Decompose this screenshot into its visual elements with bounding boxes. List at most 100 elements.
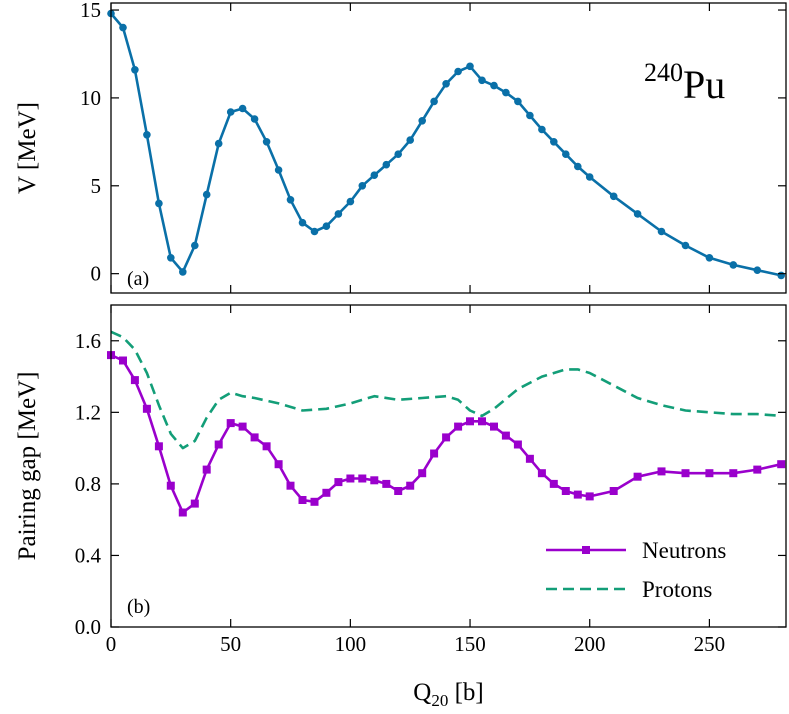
panel-b-y-tick-label: 0.8 <box>75 472 101 496</box>
x-axis-title-base: Q <box>413 679 431 706</box>
neutrons-point <box>238 422 247 431</box>
neutrons-point <box>286 481 295 490</box>
legend: Neutrons Protons <box>546 538 726 602</box>
potential-point <box>191 241 199 250</box>
panel-b-y-tick-label: 0.4 <box>75 543 102 567</box>
neutrons-point <box>513 440 522 449</box>
potential-point <box>430 97 438 106</box>
potential-point <box>562 150 570 158</box>
neutrons-point <box>501 431 510 440</box>
x-tick-label: 100 <box>335 632 367 656</box>
potential-series <box>107 9 785 280</box>
neutrons-point <box>202 465 211 474</box>
potential-point <box>119 23 127 32</box>
potential-point <box>143 131 151 139</box>
potential-point <box>585 173 594 181</box>
panel-b: 0 50 100 150 200 250 0.0 0.4 0.8 1.2 1.6 (b) Neutr… <box>14 304 787 710</box>
neutrons-point <box>454 422 463 431</box>
legend-protons-label: Protons <box>642 577 712 602</box>
neutrons-point <box>346 474 355 483</box>
potential-point <box>310 227 319 236</box>
neutrons-point <box>418 469 427 478</box>
potential-point <box>179 268 187 276</box>
neutrons-point <box>585 492 594 501</box>
panel-b-tag: (b) <box>127 596 150 618</box>
neutrons-point <box>442 433 451 442</box>
panel-a: 0 5 10 15 (a) 240Pu V [MeV] <box>14 0 787 294</box>
potential-point <box>705 253 714 262</box>
neutrons-point <box>561 487 570 495</box>
potential-point <box>574 162 582 171</box>
neutrons-point <box>753 465 762 474</box>
potential-point <box>394 150 403 158</box>
potential-point <box>334 210 343 218</box>
legend-neutrons-marker <box>582 546 590 554</box>
potential-point <box>238 104 247 113</box>
neutrons-point <box>262 442 271 451</box>
potential-point <box>274 166 283 174</box>
potential-point <box>155 199 163 208</box>
neutrons-point <box>130 376 139 385</box>
panel-a-frame <box>110 2 787 294</box>
neutrons-point <box>119 356 127 365</box>
x-axis-title-subscript: 20 <box>431 691 448 710</box>
nucleus-element: Pu <box>683 62 725 107</box>
neutrons-point <box>549 479 558 488</box>
x-axis-title-unit: [b] <box>448 679 483 706</box>
neutrons-point <box>777 460 786 469</box>
potential-point <box>214 139 223 148</box>
potential-point <box>478 76 486 85</box>
neutrons-point <box>394 487 403 495</box>
potential-point <box>202 190 211 199</box>
potential-point <box>490 81 498 90</box>
x-tick-label: 0 <box>106 632 117 656</box>
panel-a-y-tick-label: 0 <box>91 262 102 286</box>
neutrons-point <box>466 417 474 426</box>
panel-b-frame <box>110 304 787 628</box>
potential-point <box>298 218 307 227</box>
potential-point <box>729 261 738 269</box>
neutrons-point <box>406 481 415 490</box>
potential-point <box>262 138 271 146</box>
potential-line <box>110 12 782 277</box>
potential-point <box>753 266 762 275</box>
potential-point <box>514 97 522 106</box>
potential-point <box>370 171 379 179</box>
x-tick-label: 150 <box>454 632 486 656</box>
neutrons-point <box>370 476 379 485</box>
potential-point <box>406 136 415 144</box>
x-tick-label: 50 <box>220 632 241 656</box>
neutrons-point <box>729 469 738 478</box>
neutrons-point <box>573 490 582 499</box>
neutrons-point <box>190 499 199 508</box>
nucleus-label: 240Pu <box>644 58 725 107</box>
neutrons-point <box>178 508 187 517</box>
x-tick-label: 250 <box>694 632 726 656</box>
panel-b-y-axis-title: Pairing gap [MeV] <box>14 372 41 561</box>
nucleus-mass: 240 <box>644 58 683 87</box>
potential-point <box>131 66 139 74</box>
neutrons-point <box>490 422 498 431</box>
potential-point <box>226 108 235 116</box>
potential-point <box>346 197 355 206</box>
x-tick-label: 200 <box>574 632 606 656</box>
panel-b-y-tick-label: 1.2 <box>75 400 101 424</box>
potential-point <box>250 115 259 123</box>
potential-point <box>609 192 618 201</box>
neutrons-point <box>705 469 714 478</box>
potential-point <box>286 196 295 204</box>
potential-point <box>777 271 785 280</box>
neutrons-point <box>250 433 259 442</box>
panel-a-y-axis-title: V [MeV] <box>14 102 41 194</box>
neutrons-point <box>478 417 486 426</box>
panel-a-tag: (a) <box>127 268 149 290</box>
potential-point <box>466 62 474 71</box>
panel-b-y-tick-label: 0.0 <box>75 615 101 639</box>
neutrons-point <box>681 469 690 478</box>
neutrons-point <box>154 442 163 451</box>
potential-point <box>526 111 534 120</box>
panel-a-y-tick-label: 10 <box>80 86 101 110</box>
neutrons-point <box>226 419 235 428</box>
panel-b-ticks: 0 50 100 150 200 250 0.0 0.4 0.8 1.2 1.6 <box>75 305 786 656</box>
